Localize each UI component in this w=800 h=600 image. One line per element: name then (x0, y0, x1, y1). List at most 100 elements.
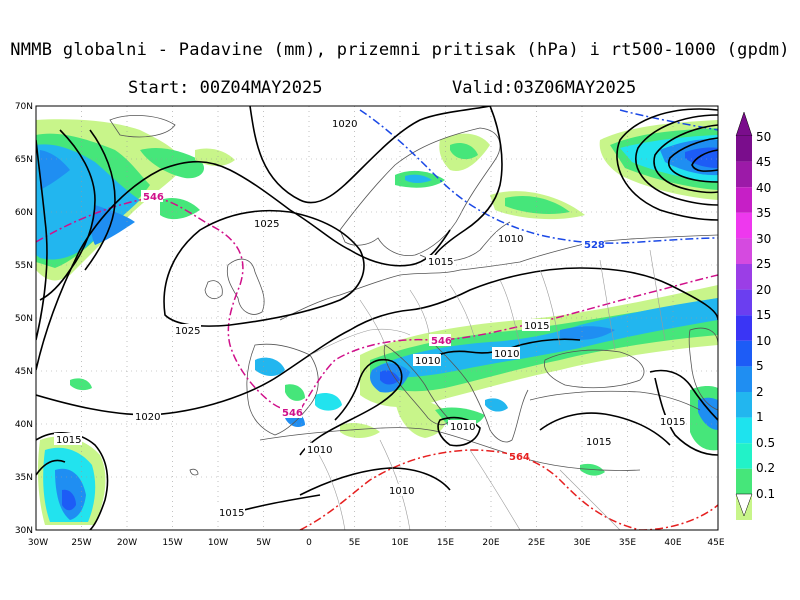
isobar-label: 1010 (307, 445, 332, 456)
colorbar-segment (736, 392, 752, 418)
lon-label: 35E (619, 538, 636, 548)
start-time: Start: 00Z04MAY2025 (128, 78, 323, 98)
isobar-label: 1020 (332, 119, 357, 130)
isobar-label: 1025 (254, 219, 279, 230)
colorbar-segment (736, 238, 752, 264)
isobar-label: 1010 (498, 234, 523, 245)
colorbar-label: 0.2 (756, 461, 775, 475)
colorbar-label: 0.1 (756, 487, 775, 501)
thickness-label: 528 (584, 240, 605, 251)
thickness-label: 546 (282, 408, 303, 419)
isobar-label: 1020 (135, 412, 160, 423)
lat-label: 55N (15, 261, 33, 271)
lon-label: 0 (306, 538, 312, 548)
isobar (635, 114, 718, 206)
precipitation-layer (36, 119, 718, 525)
precip-area (62, 489, 76, 511)
precip-area (380, 298, 718, 378)
thickness-line-528 (359, 109, 718, 244)
isobar (84, 129, 116, 271)
coastline (246, 343, 319, 436)
colorbar-segment (736, 340, 752, 367)
lon-label: 40E (664, 538, 681, 548)
precip-area (450, 143, 478, 160)
colorbar-segment (736, 212, 752, 239)
colorbar-label: 50 (756, 130, 771, 144)
coastline (383, 344, 451, 426)
isobar-label: 1015 (586, 437, 611, 448)
map-frame (35, 105, 719, 531)
precip-area (340, 422, 380, 438)
isobar (163, 209, 365, 327)
isobar (299, 358, 403, 456)
colorbar-label: 25 (756, 257, 771, 271)
colorbar-label: 0.5 (756, 436, 775, 450)
precip-area (405, 174, 432, 183)
isobar-labels: 1020 1025 1025 1020 1015 1015 1010 1010 … (54, 117, 686, 519)
isobar (649, 369, 718, 421)
colorbar-label: 10 (756, 334, 771, 348)
precip-area (70, 378, 92, 391)
isobar (36, 459, 66, 476)
isobar-label: 1010 (450, 422, 475, 433)
lat-label: 60N (15, 208, 33, 218)
colorbar-label: 2 (756, 385, 764, 399)
lat-label: 50N (15, 314, 33, 324)
thickness-label: 546 (431, 336, 452, 347)
thickness-line-528 (619, 109, 718, 131)
colorbar: 50 45 40 35 30 25 20 15 10 5 2 1 0.5 0.2… (735, 111, 775, 520)
colorbar-bottom-arrow (735, 493, 753, 517)
precip-area (91, 205, 135, 245)
isobar-label: 1015 (219, 508, 244, 519)
colorbar-segment (736, 417, 752, 444)
isobar (691, 149, 718, 172)
isobar (437, 416, 481, 447)
isobar-label: 1015 (524, 321, 549, 332)
colorbar-segment (736, 161, 752, 188)
isobar (653, 124, 718, 194)
precip-area (505, 195, 570, 214)
colorbar-segment (736, 187, 752, 213)
lon-label: 45E (707, 538, 724, 548)
precip-area (140, 148, 205, 179)
isobar-label: 1010 (494, 349, 519, 360)
isobar (434, 106, 503, 256)
lat-label: 70N (15, 102, 33, 112)
lon-label: 15W (162, 538, 182, 548)
longitude-labels: 30W 25W 20W 15W 10W 5W 0 5E 10E 15E 20E … (28, 538, 725, 548)
lon-label: 25E (528, 538, 545, 548)
latitude-labels: 70N 65N 60N 55N 50N 45N 40N 35N 30N (15, 102, 33, 536)
colorbar-label: 35 (756, 206, 771, 220)
colorbar-label: 30 (756, 232, 771, 246)
thickness-labels: 546 528 546 546 564 (141, 190, 605, 463)
colorbar-label: 15 (756, 308, 771, 322)
colorbar-top-arrow (735, 111, 753, 137)
isobar (668, 137, 718, 183)
lat-label: 45N (15, 367, 33, 377)
precip-area (560, 326, 615, 340)
precip-area (285, 384, 305, 401)
lon-label: 15E (437, 538, 454, 548)
colorbar-label: 1 (756, 410, 764, 424)
coastline (204, 280, 223, 300)
lon-label: 5E (349, 538, 361, 548)
colorbar-labels: 50 45 40 35 30 25 20 15 10 5 2 1 0.5 0.2… (756, 130, 775, 501)
colorbar-segment (736, 315, 752, 341)
coastlines (109, 115, 718, 476)
precip-area (698, 397, 718, 430)
thickness-line-546 (299, 274, 718, 411)
lat-label: 35N (15, 473, 33, 483)
precip-area (380, 370, 400, 385)
lon-label: 25W (71, 538, 91, 548)
lon-label: 5W (256, 538, 271, 548)
colorbar-segment (736, 443, 752, 469)
lat-label: 65N (15, 155, 33, 165)
thickness-line-546 (36, 197, 301, 412)
isobar-label: 1010 (389, 486, 414, 497)
thickness-label: 546 (143, 192, 164, 203)
colorbar-segment (736, 136, 752, 162)
colorbar-label: 40 (756, 181, 771, 195)
colorbar-label: 5 (756, 359, 764, 373)
map-title: NMMB globalni - Padavine (mm), prizemni … (10, 40, 790, 60)
